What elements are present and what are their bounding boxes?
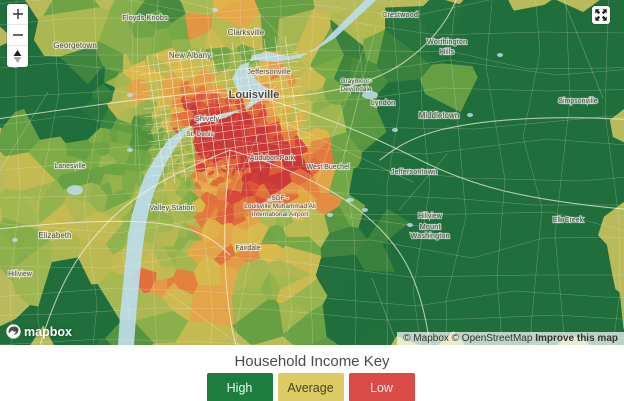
svg-text:Floyds Knobs: Floyds Knobs (122, 13, 168, 22)
svg-text:Jeffersonville: Jeffersonville (247, 67, 291, 76)
svg-text:Mount: Mount (420, 222, 442, 231)
svg-text:Crestwood: Crestwood (382, 10, 418, 19)
svg-text:Louisville Muhammad Ali: Louisville Muhammad Ali (244, 203, 316, 210)
svg-text:Hillview: Hillview (8, 271, 33, 278)
svg-text:New Albany: New Albany (169, 51, 211, 60)
svg-text:Fairdale: Fairdale (235, 245, 260, 252)
svg-text:Hills: Hills (440, 47, 454, 56)
svg-text:Lanesville: Lanesville (54, 163, 85, 170)
svg-text:Hillview: Hillview (418, 213, 443, 220)
svg-text:Simpsonville: Simpsonville (558, 98, 597, 105)
svg-text:Washington: Washington (410, 231, 449, 240)
svg-text:Shively: Shively (195, 114, 219, 123)
svg-text:SDF -: SDF - (272, 195, 289, 202)
svg-text:Louisville: Louisville (229, 89, 280, 101)
svg-text:Jeffersontown: Jeffersontown (391, 167, 438, 176)
svg-text:Graymoor-: Graymoor- (340, 78, 371, 85)
svg-text:Middletown: Middletown (419, 111, 459, 120)
svg-text:Devondale: Devondale (340, 86, 371, 93)
svg-text:St. Denis: St. Denis (186, 131, 214, 138)
svg-text:Clarksville: Clarksville (228, 28, 265, 37)
svg-text:International Airport: International Airport (252, 211, 309, 218)
svg-text:Georgetown: Georgetown (53, 41, 97, 50)
svg-text:Audubon Park: Audubon Park (250, 155, 295, 162)
svg-text:West Buechel: West Buechel (306, 164, 350, 171)
svg-text:Elizabeth: Elizabeth (39, 231, 72, 240)
svg-text:Valley Station: Valley Station (149, 203, 194, 212)
svg-text:Worthington: Worthington (427, 37, 467, 46)
svg-text:Elk Creek: Elk Creek (553, 217, 584, 224)
svg-text:Lyndon: Lyndon (371, 98, 395, 107)
